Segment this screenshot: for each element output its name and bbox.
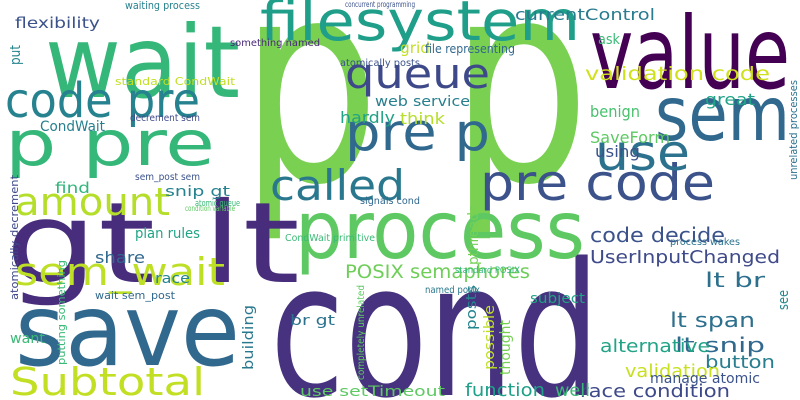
word: pre code [480, 154, 715, 212]
word: queue [345, 49, 490, 98]
word: put [8, 45, 24, 65]
word: atomically decrement [8, 174, 21, 300]
word: completely unrelated [356, 285, 367, 380]
word: save [15, 272, 240, 389]
word: manage atomic [650, 371, 760, 387]
word: p pre [5, 107, 215, 180]
word: find [55, 179, 90, 197]
word: sem_wait [15, 250, 225, 294]
word: signals cond [360, 196, 420, 207]
word: CondWait primitive [285, 233, 375, 244]
word: well [555, 381, 590, 400]
word: alternative [600, 336, 710, 357]
word: decrement sem [130, 113, 200, 124]
word: want [10, 331, 46, 347]
word: race [155, 271, 190, 287]
word: plan rules [135, 226, 200, 242]
word: br gt [290, 313, 336, 329]
word: button [705, 352, 775, 373]
word: lt span [670, 308, 755, 332]
word: cond [270, 223, 600, 400]
word: called [270, 161, 405, 210]
word: web service [375, 94, 470, 110]
word: something named [230, 38, 320, 49]
word: atomic queue [195, 199, 240, 209]
word: p p [240, 0, 590, 247]
word: putting something [55, 260, 68, 365]
word: wait sem_post [95, 289, 176, 302]
word: sem [655, 70, 790, 158]
word: standard POSIX [455, 266, 520, 276]
word: grid [400, 39, 430, 57]
word: sem_post sem [135, 172, 200, 183]
word: flexibility [15, 14, 100, 32]
word: hardly [340, 108, 395, 127]
word: unrelated processes [787, 80, 800, 180]
word: posts [464, 285, 480, 330]
word: pthreads [466, 205, 482, 265]
word: possible [482, 305, 498, 370]
word: POSIX semaphores [345, 261, 530, 283]
word: great [705, 90, 755, 109]
word: validation code [585, 63, 770, 85]
word: Subtotal [10, 360, 205, 400]
word: currentControl [515, 5, 655, 24]
word: CondWait [40, 119, 105, 135]
word: concurrent programming [345, 0, 415, 9]
word: filesystem [260, 0, 580, 53]
word: SaveForm [590, 128, 670, 147]
word: function [465, 380, 545, 400]
word: subject [530, 291, 586, 307]
word: amount [15, 180, 170, 224]
word: atomically posts [340, 58, 420, 69]
word: validation [625, 361, 720, 382]
word: lt snip [675, 333, 765, 357]
word: use setTimeout [300, 384, 446, 400]
word: ask [598, 32, 621, 48]
word: code decide [590, 223, 725, 247]
word: gt lt [5, 179, 300, 309]
word: named posix [425, 285, 480, 296]
word: file representing [425, 42, 515, 56]
word: code pre [5, 73, 200, 129]
word: benign [590, 102, 640, 121]
word: wait [45, 4, 240, 121]
word: standard CondWait [115, 75, 236, 88]
word: think [400, 109, 446, 128]
word: condition variable [185, 204, 235, 213]
word: using [595, 142, 640, 161]
word: waiting process [125, 0, 200, 12]
word: UserInputChanged [590, 247, 780, 268]
word: see [776, 290, 792, 310]
word: thought [498, 320, 514, 375]
word: value [590, 0, 790, 112]
word: snip gt [165, 184, 231, 200]
word: lt br [705, 268, 766, 292]
word: race condition [580, 381, 730, 400]
word: building [241, 305, 257, 370]
word: pre p [345, 103, 490, 163]
word: process wakes [670, 237, 740, 248]
word: share [95, 248, 145, 267]
word: process [295, 184, 585, 277]
word: use [595, 124, 690, 182]
